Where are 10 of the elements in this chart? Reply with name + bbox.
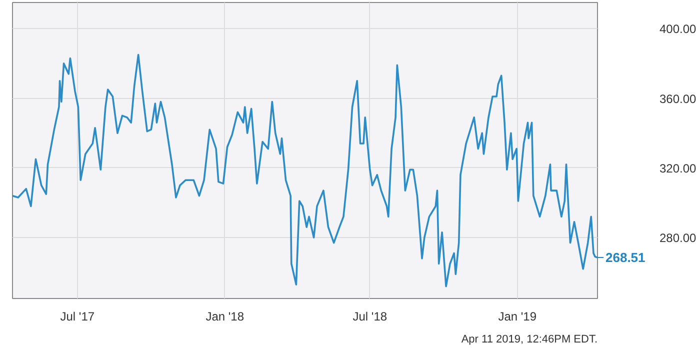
y-tick-label: 400.00: [660, 22, 697, 36]
x-tick-label: Jul '18: [352, 310, 388, 324]
y-tick-label: 280.00: [660, 231, 697, 246]
x-tick-label: Jan '18: [206, 310, 244, 324]
x-tick-label: Jul '17: [60, 310, 95, 324]
data-label: 268.51: [606, 250, 646, 266]
y-tick-label: 320.00: [660, 161, 697, 176]
x-tick-label: Jan '19: [498, 310, 537, 324]
y-tick-label: 360.00: [660, 92, 697, 106]
text: Apr 11 2019, 12:46PM EDT.: [461, 334, 598, 346]
